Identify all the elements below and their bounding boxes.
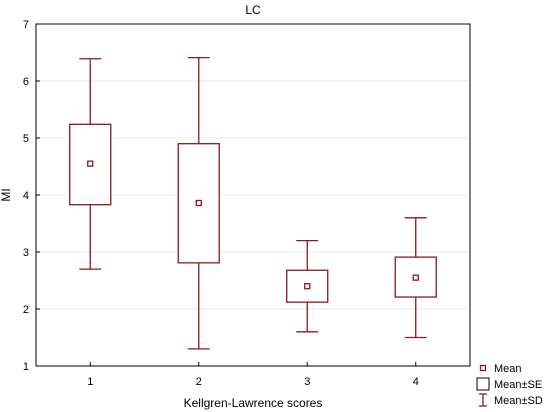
legend-item-se: Mean±SE xyxy=(476,377,542,391)
mean-marker xyxy=(304,283,311,290)
legend-label: Mean±SE xyxy=(494,379,542,391)
x-tick-label: 4 xyxy=(413,376,419,388)
mean-marker xyxy=(412,274,419,281)
y-tick-label: 7 xyxy=(23,19,29,31)
y-tick-label: 2 xyxy=(23,304,29,316)
legend: Mean Mean±SE Mean±SD xyxy=(476,363,543,407)
y-tick-label: 4 xyxy=(23,190,29,202)
plot-frame xyxy=(35,23,471,367)
box-group-1 xyxy=(69,58,112,270)
mean-marker xyxy=(195,199,202,207)
y-axis-label: MI xyxy=(0,188,13,201)
y-tick-label: 6 xyxy=(23,76,29,88)
x-tick-label: 2 xyxy=(196,376,202,388)
x-tick-label: 1 xyxy=(87,376,93,388)
y-axis-ticks: 1 2 3 4 5 6 7 xyxy=(23,19,40,373)
box-group-3 xyxy=(286,239,329,333)
chart-title: LC xyxy=(245,3,261,17)
mean-marker xyxy=(87,160,94,167)
boxes xyxy=(69,56,437,350)
legend-mean-symbol xyxy=(479,364,487,372)
legend-item-mean: Mean xyxy=(479,363,522,375)
x-axis-ticks: 1 2 3 4 xyxy=(87,362,419,388)
legend-label: Mean xyxy=(494,363,522,375)
y-tick-label: 5 xyxy=(23,133,29,145)
y-tick-label: 3 xyxy=(23,247,29,259)
box-group-4 xyxy=(394,217,437,339)
legend-se-symbol xyxy=(476,377,490,391)
x-tick-label: 3 xyxy=(304,376,310,388)
legend-item-sd: Mean±SD xyxy=(479,393,543,407)
x-axis-label: Kellgren-Lawrence scores xyxy=(184,396,323,410)
y-tick-label: 1 xyxy=(23,361,29,373)
box-group-2 xyxy=(177,56,220,350)
legend-label: Mean±SD xyxy=(494,395,543,407)
